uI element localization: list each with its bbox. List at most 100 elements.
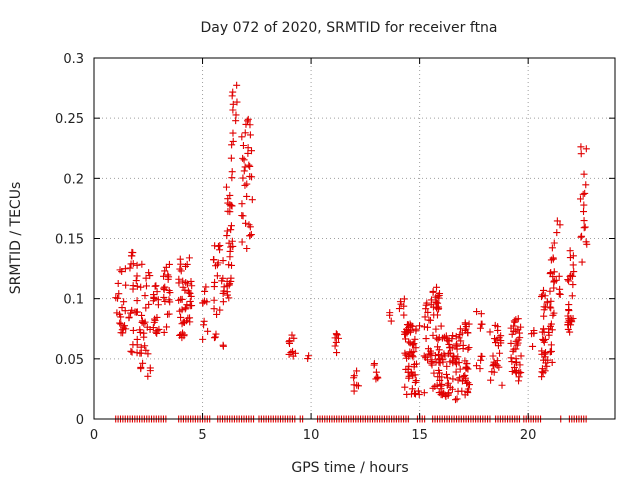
x-tick-label: 15 xyxy=(411,428,428,443)
data-point xyxy=(121,265,129,273)
data-point xyxy=(144,350,152,358)
data-point xyxy=(462,325,470,333)
data-point xyxy=(565,307,573,315)
data-point xyxy=(117,320,125,328)
y-axis-ticks: 0 0.05 0.1 0.15 0.2 0.25 0.3 xyxy=(55,52,615,428)
data-point xyxy=(372,375,380,383)
data-point xyxy=(121,322,129,330)
data-point xyxy=(141,318,149,326)
data-point xyxy=(396,298,404,306)
data-point xyxy=(129,260,137,268)
data-point xyxy=(219,274,227,282)
data-point xyxy=(243,180,251,188)
data-point xyxy=(332,338,340,346)
data-point xyxy=(546,287,554,295)
data-point xyxy=(427,359,435,367)
data-point xyxy=(549,254,557,262)
data-point xyxy=(564,325,572,333)
data-point xyxy=(429,288,437,296)
data-point xyxy=(165,310,173,318)
data-point xyxy=(400,295,408,303)
data-point xyxy=(555,272,563,280)
data-point xyxy=(201,287,209,295)
data-point xyxy=(539,325,547,333)
data-point xyxy=(239,212,247,220)
data-point xyxy=(142,274,150,282)
data-point xyxy=(549,311,557,319)
y-tick-label: 0.1 xyxy=(63,293,84,308)
data-point xyxy=(238,200,246,208)
data-point xyxy=(214,259,222,267)
data-point xyxy=(564,276,572,284)
data-point xyxy=(435,389,443,397)
data-point xyxy=(229,137,237,145)
x-tick-label: 20 xyxy=(520,428,537,443)
data-point xyxy=(133,335,141,343)
data-point xyxy=(118,326,126,334)
data-point xyxy=(183,301,191,309)
data-point xyxy=(578,258,586,266)
data-point xyxy=(125,314,133,322)
data-point xyxy=(426,316,434,324)
data-point xyxy=(151,282,159,290)
data-point xyxy=(462,363,470,371)
data-point xyxy=(569,252,577,260)
data-point xyxy=(227,274,235,282)
data-point xyxy=(331,334,339,342)
x-tick-label: 10 xyxy=(303,428,320,443)
scatter-points xyxy=(112,81,591,423)
data-point xyxy=(581,223,589,231)
data-point xyxy=(494,326,502,334)
data-point xyxy=(133,272,141,280)
data-point xyxy=(210,296,218,304)
data-point xyxy=(216,246,224,254)
data-point xyxy=(113,309,121,317)
data-point xyxy=(245,221,253,229)
data-point xyxy=(239,142,247,150)
x-tick-label: 5 xyxy=(198,428,206,443)
data-point xyxy=(179,283,187,291)
data-point xyxy=(128,252,136,260)
data-point xyxy=(421,313,429,321)
data-point xyxy=(406,339,414,347)
data-point xyxy=(415,391,423,399)
data-point xyxy=(146,367,154,375)
data-point xyxy=(458,387,466,395)
data-point xyxy=(472,362,480,370)
data-point xyxy=(160,293,168,301)
data-point xyxy=(580,170,588,178)
data-point xyxy=(433,283,441,291)
data-point xyxy=(464,379,472,387)
data-point xyxy=(241,163,249,171)
data-point xyxy=(512,358,520,366)
data-point xyxy=(403,329,411,337)
y-tick-label: 0 xyxy=(76,413,84,428)
y-tick-label: 0.15 xyxy=(55,233,84,248)
data-point xyxy=(227,222,235,230)
data-point xyxy=(152,328,160,336)
data-point xyxy=(547,269,555,277)
data-point xyxy=(129,249,137,257)
data-point xyxy=(433,381,441,389)
data-point xyxy=(186,289,194,297)
data-point xyxy=(490,368,498,376)
data-point xyxy=(120,298,128,306)
data-point xyxy=(550,268,558,276)
data-point xyxy=(223,232,231,240)
data-point xyxy=(372,368,380,376)
data-point xyxy=(402,328,410,336)
data-point xyxy=(160,328,168,336)
data-point xyxy=(209,256,217,264)
data-point xyxy=(438,352,446,360)
data-point xyxy=(507,354,515,362)
data-point xyxy=(166,289,174,297)
data-point xyxy=(476,365,484,373)
data-point xyxy=(517,352,525,360)
data-point xyxy=(121,307,129,315)
data-point xyxy=(432,299,440,307)
data-point xyxy=(439,389,447,397)
data-point xyxy=(246,131,254,139)
data-point xyxy=(449,332,457,340)
data-point xyxy=(179,329,187,337)
